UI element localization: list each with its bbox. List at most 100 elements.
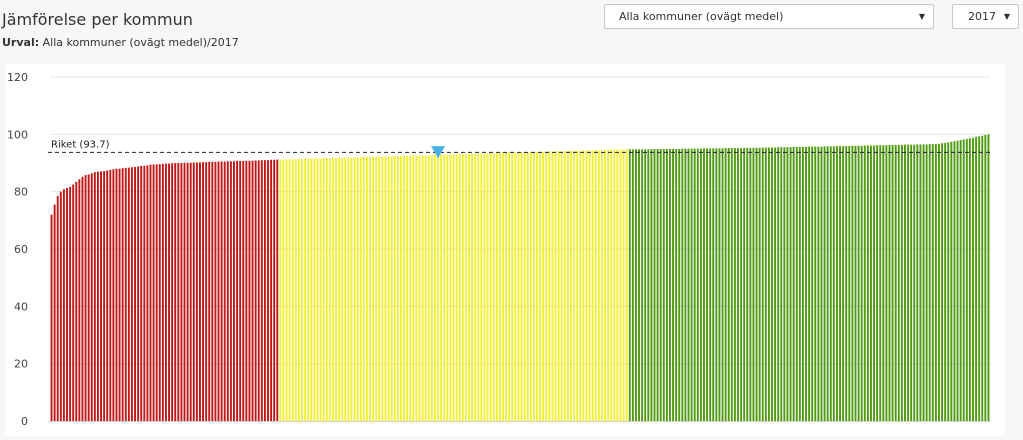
bar-red [192,162,195,421]
bar-green [885,145,888,421]
bar-green [653,148,656,421]
bar-green [882,145,885,421]
bar-green [904,144,906,422]
bar-green [820,146,823,421]
region-select[interactable]: Alla kommuner (ovägt medel) ▼ [604,4,934,29]
bar-yellow [446,154,449,421]
bar-yellow [607,149,610,421]
bar-yellow [294,158,297,421]
bar-yellow [576,150,579,421]
bar-red [130,167,133,421]
bar-green [984,134,987,421]
bar-chart: 0 20 40 60 80 100 120 Riket (93.7) [7,71,990,428]
bar-yellow [622,149,625,421]
bar-yellow [514,152,517,421]
bar-yellow [505,152,508,421]
bar-yellow [301,158,303,421]
bar-red [220,161,223,422]
bar-green [746,147,749,421]
bar-green [953,141,956,422]
bar-green [737,148,739,421]
bar-green [678,148,681,421]
bar-red [121,168,124,421]
bar-yellow [427,155,430,421]
bar-red [208,161,211,421]
bar-green [721,148,724,421]
bar-red [263,160,266,421]
bar-green [944,142,947,421]
bar-red [152,164,155,421]
y-tick-label: 120 [7,71,28,84]
bar-green [792,146,795,421]
bar-green [681,148,684,421]
reference-line-label: Riket (93.7) [51,139,110,150]
bar-red [199,162,201,421]
bar-yellow [362,156,365,421]
bar-yellow [570,150,572,421]
bar-green [767,147,770,421]
bar-green [854,145,857,422]
selection-value: Alla kommuner (ovägt medel)/2017 [42,36,239,49]
bar-yellow [359,157,362,421]
bar-yellow [396,156,399,421]
selection-summary: Urval: Alla kommuner (ovägt medel)/2017 [2,36,239,49]
bar-green [631,149,634,421]
bar-yellow [517,152,520,421]
bar-green [826,146,829,421]
bar-yellow [600,150,603,421]
bar-green [839,146,841,421]
bar-yellow [356,157,359,421]
bar-red [276,159,279,421]
bar-yellow [498,152,501,421]
selection-label: Urval: [2,36,40,49]
bar-red [205,162,208,421]
bar-yellow [288,159,291,422]
bar-green [771,147,773,421]
bar-yellow [412,155,415,421]
bar-red [260,160,263,421]
bar-yellow [378,156,381,421]
bar-green [628,149,631,421]
bar-red [100,171,102,421]
bar-red [72,184,75,421]
bar-red [59,191,62,421]
bar-yellow [536,151,538,421]
bar-green [817,146,820,421]
bar-yellow [588,150,591,421]
bar-green [795,146,798,421]
bar-green [801,146,804,421]
bar-red [87,174,90,421]
bar-red [242,160,245,421]
bar-red [81,176,84,421]
bar-red [124,167,127,421]
bar-yellow [591,150,594,421]
bar-yellow [384,156,387,421]
bar-yellow [409,155,412,421]
bar-green [650,149,653,421]
bar-green [835,146,838,421]
bar-yellow [613,149,616,421]
bar-yellow [542,151,545,421]
bar-green [758,147,761,421]
bar-green [638,149,641,421]
bar-yellow [452,154,455,421]
bar-yellow [520,152,523,421]
bar-green [897,144,900,421]
bar-red [127,167,130,421]
bar-yellow [529,152,532,421]
bar-green [910,144,913,422]
bar-red [93,172,96,421]
bar-red [195,162,198,421]
bar-yellow [495,152,498,421]
bar-red [50,214,53,421]
bar-yellow [399,155,402,421]
bar-yellow [375,156,378,421]
year-select[interactable]: 2017 ▼ [952,4,1019,29]
bar-yellow [597,150,600,421]
bar-red [267,160,269,421]
bar-yellow [344,157,347,421]
bar-yellow [297,158,300,421]
bar-red [161,163,164,422]
bar-red [75,181,78,421]
bar-green [950,141,953,421]
